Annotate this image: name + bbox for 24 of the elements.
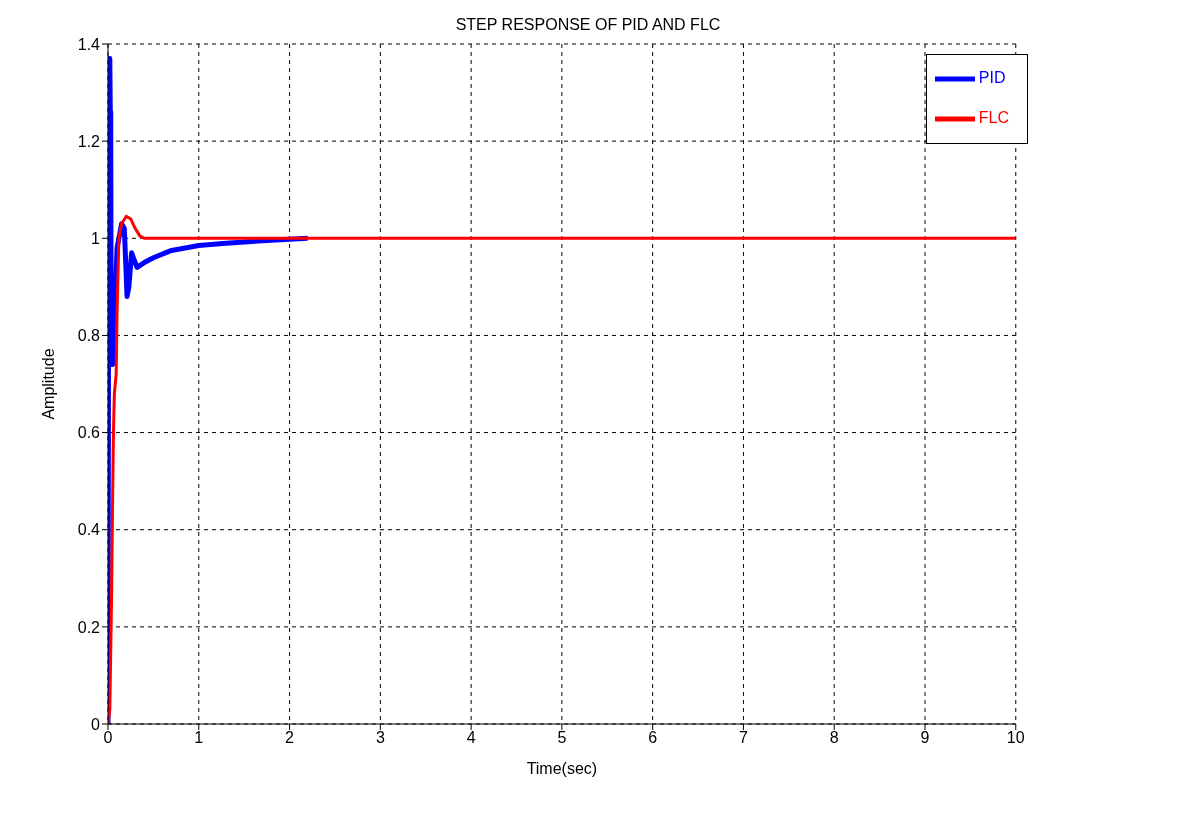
y-axis-title: Amplitude [39, 348, 57, 420]
x-tick-label: 9 [920, 729, 930, 747]
x-tick-label: 2 [285, 729, 295, 747]
chart-title: STEP RESPONSE OF PID AND FLC [454, 15, 722, 34]
x-axis-title: Time(sec) [526, 760, 598, 777]
x-tick-label: 10 [1006, 729, 1025, 747]
x-tick-label: 7 [738, 729, 748, 747]
x-tick-label: 5 [557, 729, 567, 747]
y-tick-label: 0.8 [77, 327, 101, 345]
y-tick-label: 1.4 [77, 35, 101, 53]
x-tick-label: 1 [194, 729, 204, 747]
y-tick-label: 0.2 [77, 618, 101, 636]
legend-label: PID [978, 69, 1006, 87]
x-tick-label: 6 [648, 729, 658, 747]
y-tick-label: 0.4 [77, 521, 101, 539]
y-tick-label: 1 [91, 229, 101, 247]
legend-label: FLC [978, 109, 1009, 127]
y-tick-label: 1.2 [77, 132, 101, 150]
x-tick-label: 4 [466, 729, 476, 747]
x-tick-label: 8 [829, 729, 839, 747]
x-tick-label: 3 [375, 729, 385, 747]
x-tick-label: 0 [103, 729, 113, 747]
y-tick-label: 0 [91, 715, 101, 733]
y-tick-label: 0.6 [77, 424, 101, 442]
